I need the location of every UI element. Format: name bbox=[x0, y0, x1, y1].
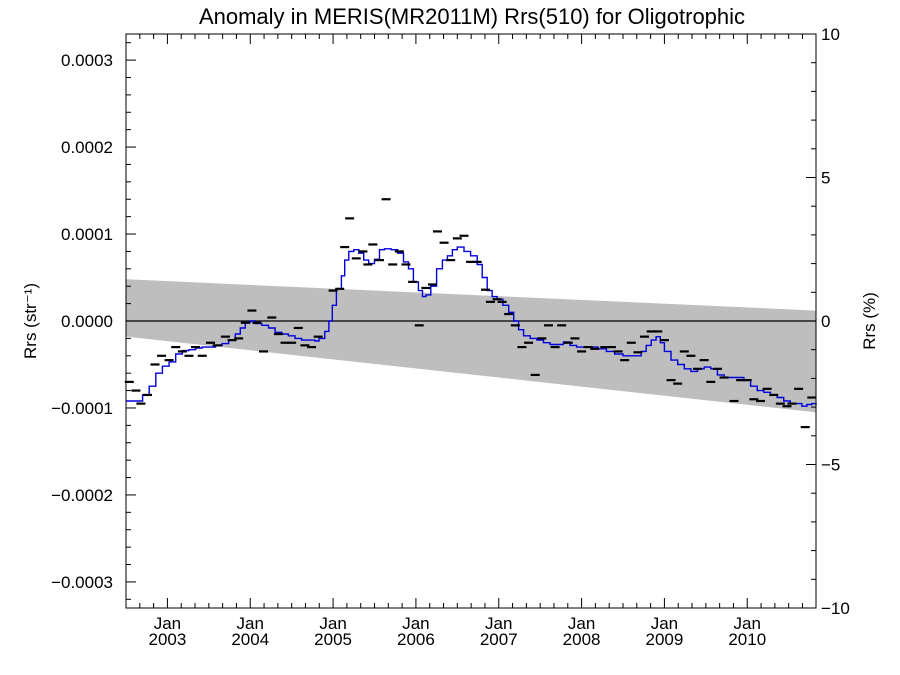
x-tick-month: Jan bbox=[237, 614, 264, 633]
right-y-axis: 10 5 0 −5 −10 bbox=[806, 25, 850, 618]
series-line bbox=[126, 246, 817, 407]
left-tick-label: −0.0002 bbox=[51, 486, 113, 505]
x-tick-month: Jan bbox=[319, 614, 346, 633]
x-tick-year: 2007 bbox=[480, 630, 518, 649]
x-tick-month: Jan bbox=[734, 614, 761, 633]
x-tick-month: Jan bbox=[402, 614, 429, 633]
left-tick-label: 0.0001 bbox=[61, 225, 113, 244]
x-tick-year: 2006 bbox=[397, 630, 435, 649]
left-tick-label: 0.0000 bbox=[61, 312, 113, 331]
left-tick-label: 0.0003 bbox=[61, 51, 113, 70]
chart-title: Anomaly in MERIS(MR2011M) Rrs(510) for O… bbox=[199, 4, 745, 29]
x-tick-month: Jan bbox=[154, 614, 181, 633]
x-axis: Jan2003Jan2004Jan2005Jan2006Jan2007Jan20… bbox=[125, 34, 803, 649]
left-tick-label: 0.0002 bbox=[61, 138, 113, 157]
x-tick-year: 2008 bbox=[563, 630, 601, 649]
right-tick-label: 5 bbox=[821, 169, 830, 188]
right-tick-label: −10 bbox=[821, 599, 850, 618]
right-tick-label: −5 bbox=[821, 456, 840, 475]
confidence-band bbox=[126, 279, 816, 413]
left-y-axis: 0.0003 0.0002 0.0001 0.0000 −0.0001 −0.0002 −0… bbox=[51, 42, 136, 600]
x-tick-year: 2010 bbox=[728, 630, 766, 649]
x-tick-year: 2004 bbox=[231, 630, 269, 649]
left-tick-label: −0.0001 bbox=[51, 399, 113, 418]
x-tick-year: 2009 bbox=[646, 630, 684, 649]
right-tick-label: 10 bbox=[821, 25, 840, 44]
right-axis-label: Rrs (%) bbox=[860, 292, 879, 350]
marker-group bbox=[124, 198, 817, 429]
x-tick-month: Jan bbox=[651, 614, 678, 633]
left-tick-label: −0.0003 bbox=[51, 573, 113, 592]
plot-area bbox=[124, 198, 817, 429]
x-tick-year: 2005 bbox=[314, 630, 352, 649]
x-tick-month: Jan bbox=[485, 614, 512, 633]
right-tick-label: 0 bbox=[821, 312, 830, 331]
x-tick-year: 2003 bbox=[149, 630, 187, 649]
x-tick-month: Jan bbox=[568, 614, 595, 633]
left-axis-label: Rrs (str⁻¹) bbox=[21, 283, 40, 359]
